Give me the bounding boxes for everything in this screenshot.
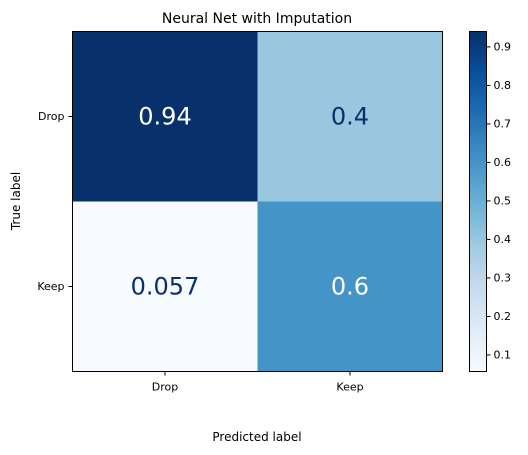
y-axis-ticks: Drop Keep xyxy=(37,110,72,293)
cell-value-label: 0.94 xyxy=(138,103,191,131)
colorbar-tick-label: 0.5 xyxy=(494,194,512,207)
colorbar-tick-label: 0.1 xyxy=(494,348,512,361)
x-tick-label: Keep xyxy=(336,381,363,394)
cell-value-label: 0.057 xyxy=(131,273,200,301)
colorbar-tick-label: 0.7 xyxy=(494,117,512,130)
x-axis-ticks: Drop Keep xyxy=(152,372,364,394)
y-axis-label: True label xyxy=(9,172,23,231)
colorbar-tick-label: 0.2 xyxy=(494,310,512,323)
heatmap-cells xyxy=(73,32,443,372)
cell-value-label: 0.6 xyxy=(331,273,369,301)
chart-title: Neural Net with Imputation xyxy=(162,11,352,27)
cell-value-label: 0.4 xyxy=(331,103,369,131)
colorbar-tick-label: 0.8 xyxy=(494,79,512,92)
y-tick-label: Drop xyxy=(38,110,64,123)
colorbar-tick-label: 0.9 xyxy=(494,40,512,53)
colorbar xyxy=(470,32,487,372)
colorbar-ticks: 0.1 0.2 0.3 0.4 0.5 0.6 0.7 0.8 0.9 xyxy=(487,40,512,361)
x-axis-label: Predicted label xyxy=(212,430,301,444)
x-tick-label: Drop xyxy=(152,381,178,394)
colorbar-tick-label: 0.4 xyxy=(494,233,512,246)
colorbar-tick-label: 0.3 xyxy=(494,271,512,284)
y-tick-label: Keep xyxy=(37,280,64,293)
colorbar-tick-label: 0.6 xyxy=(494,156,512,169)
